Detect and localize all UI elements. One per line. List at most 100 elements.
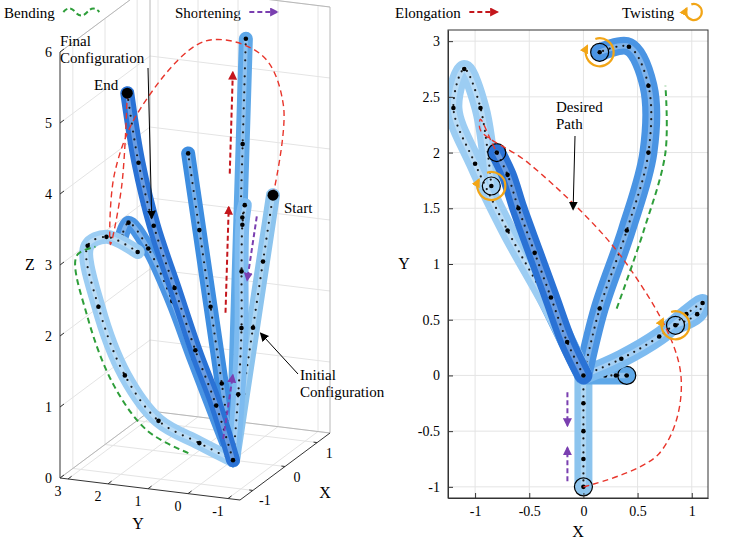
tube-ring bbox=[488, 165, 490, 167]
tube-ring bbox=[201, 245, 203, 247]
tick-label: 1.5 bbox=[423, 201, 441, 216]
vertex bbox=[236, 392, 241, 397]
tube-ring bbox=[149, 412, 151, 414]
tube-ring bbox=[155, 417, 157, 419]
tick-mark bbox=[583, 493, 584, 498]
tick-label: 1 bbox=[135, 494, 142, 509]
tube-ring bbox=[234, 435, 236, 437]
tube-ring bbox=[476, 96, 478, 98]
tube-ring bbox=[87, 266, 89, 268]
tick: 1 bbox=[689, 493, 696, 519]
tube-ring bbox=[170, 277, 172, 279]
tube-ring bbox=[471, 156, 473, 158]
tube-ring bbox=[610, 273, 612, 275]
axis-title: Y bbox=[132, 515, 144, 532]
tube-ring bbox=[265, 238, 267, 240]
tube-ring bbox=[198, 361, 200, 363]
tube-ring bbox=[593, 327, 595, 329]
tube-ring bbox=[133, 138, 135, 140]
bend-mark bbox=[617, 86, 667, 309]
motion-arrow bbox=[223, 375, 233, 439]
tube-ring bbox=[122, 231, 124, 233]
vertex bbox=[473, 161, 478, 166]
tick-mark bbox=[448, 208, 453, 209]
tube-ring bbox=[587, 354, 589, 356]
tube-ring bbox=[521, 256, 523, 258]
tube-ring bbox=[236, 403, 238, 405]
tick-label: 4 bbox=[45, 187, 52, 202]
point-label: End bbox=[94, 77, 119, 93]
vertex bbox=[581, 457, 586, 462]
tube-ring bbox=[210, 390, 212, 392]
tube-ring bbox=[552, 304, 554, 306]
tick: 0 bbox=[433, 368, 453, 383]
tick: 0.5 bbox=[423, 313, 454, 328]
tube bbox=[583, 46, 651, 376]
tip-ring bbox=[482, 177, 500, 195]
vertex bbox=[657, 334, 662, 339]
labels: XYDesiredPath bbox=[398, 99, 603, 540]
tube-ring bbox=[486, 144, 488, 146]
tick-label: 6 bbox=[45, 45, 52, 60]
tube-ring bbox=[512, 191, 514, 193]
tube-ring bbox=[88, 274, 90, 276]
vertex bbox=[231, 458, 236, 463]
tube-ring bbox=[508, 178, 510, 180]
tick-label: 0 bbox=[45, 471, 52, 486]
tube-ring bbox=[645, 167, 647, 169]
vertex bbox=[240, 142, 245, 147]
vertex bbox=[197, 228, 202, 233]
annotation: FinalConfiguration bbox=[60, 33, 145, 66]
vertex bbox=[231, 458, 236, 463]
tube-ring bbox=[195, 206, 197, 208]
tube-ring bbox=[679, 318, 681, 320]
vertex bbox=[208, 304, 213, 309]
panel-3d: -101-101230123456XYZStartEndInitialConfi… bbox=[25, 0, 385, 532]
tick-mark bbox=[638, 493, 639, 498]
tube-ring bbox=[605, 286, 607, 288]
axis-title: Y bbox=[398, 255, 410, 272]
tube-ring bbox=[165, 262, 167, 264]
tube-ring bbox=[609, 47, 611, 49]
tick-mark bbox=[448, 264, 453, 265]
vertex bbox=[240, 215, 245, 220]
tube-ring bbox=[219, 372, 221, 374]
tube-highlight bbox=[233, 205, 245, 460]
tube-highlight bbox=[86, 237, 233, 460]
tube-ring bbox=[469, 76, 471, 78]
tick-mark bbox=[692, 493, 693, 498]
tube-ring bbox=[139, 170, 141, 172]
vertex bbox=[451, 106, 456, 111]
vertex bbox=[646, 83, 651, 88]
tube-ring bbox=[240, 331, 242, 333]
labels: StartEndInitialConfigurationFinalConfigu… bbox=[60, 33, 385, 400]
tube-ring bbox=[202, 253, 204, 255]
tube-ring bbox=[243, 211, 245, 213]
tube-ring bbox=[590, 340, 592, 342]
tube-ring bbox=[579, 368, 581, 370]
vertex bbox=[156, 419, 161, 424]
tube-ring bbox=[175, 292, 177, 294]
tube bbox=[574, 375, 592, 486]
tick bbox=[228, 496, 232, 499]
vertex bbox=[193, 348, 198, 353]
tube-ring bbox=[241, 315, 243, 317]
vertex bbox=[462, 67, 467, 72]
tube-ring bbox=[190, 338, 192, 340]
tube-ring bbox=[244, 75, 246, 77]
motion-arrow bbox=[226, 207, 229, 312]
tube-ring bbox=[649, 132, 651, 134]
tube-ring bbox=[641, 180, 643, 182]
tube-ring bbox=[668, 328, 670, 330]
tube-ring bbox=[241, 251, 243, 253]
tube bbox=[127, 93, 233, 460]
tube-ring bbox=[85, 258, 87, 260]
vertex bbox=[624, 373, 629, 378]
tube bbox=[497, 153, 584, 376]
tube-ring bbox=[149, 251, 151, 253]
tube-ring bbox=[622, 45, 624, 47]
tick-label: 3 bbox=[45, 258, 52, 273]
tube-ring bbox=[189, 166, 191, 168]
vertex bbox=[646, 150, 651, 155]
tube-ring bbox=[156, 265, 158, 267]
